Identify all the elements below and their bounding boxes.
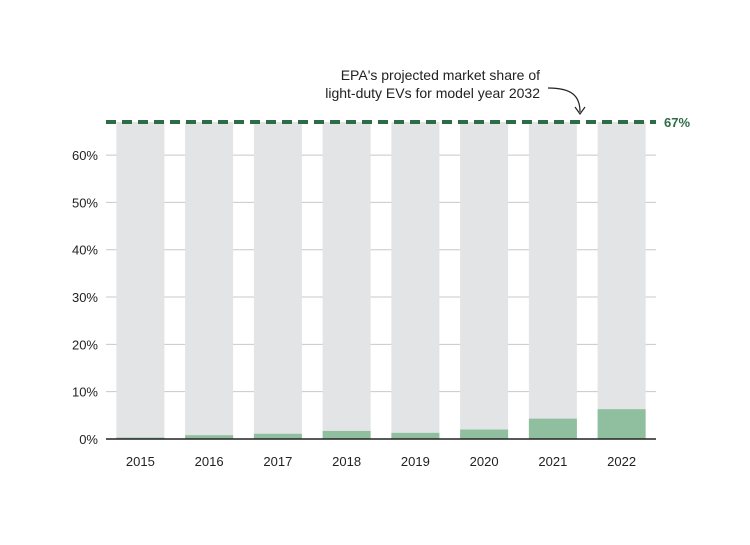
y-tick-label-30: 30% xyxy=(72,290,98,305)
background-bar-2016 xyxy=(185,122,234,439)
axes: 0% 10% 20% 30% 40% 50% 60% 2015 2016 2017 2018 2019… xyxy=(72,148,656,469)
background-bar-2019 xyxy=(391,122,440,439)
annotation-line-2: light-duty EVs for model year 2032 xyxy=(325,85,540,101)
background-bar-2018 xyxy=(322,122,371,439)
background-bar-2015 xyxy=(116,122,165,439)
annotation-arrow xyxy=(547,87,581,113)
annotation-line-1: EPA's projected market share of xyxy=(341,67,540,83)
bar-2021 xyxy=(528,418,577,439)
target-label: 67% xyxy=(664,115,690,130)
bar-2022 xyxy=(597,409,646,439)
x-tick-label-2020: 2020 xyxy=(470,454,499,469)
bar-2019 xyxy=(391,432,440,439)
y-tick-label-20: 20% xyxy=(72,337,98,352)
target-line-group: 67% xyxy=(106,115,690,130)
x-tick-label-2015: 2015 xyxy=(126,454,155,469)
background-bar-2022 xyxy=(597,122,646,439)
y-tick-label-60: 60% xyxy=(72,148,98,163)
y-tick-label-10: 10% xyxy=(72,385,98,400)
x-tick-label-2021: 2021 xyxy=(538,454,567,469)
annotation-group: EPA's projected market share of light-du… xyxy=(325,67,586,116)
annotation-arrowhead xyxy=(574,106,586,116)
y-tick-label-40: 40% xyxy=(72,243,98,258)
bar-2017 xyxy=(253,433,302,439)
background-bars xyxy=(116,122,646,439)
x-tick-label-2017: 2017 xyxy=(263,454,292,469)
x-tick-label-2022: 2022 xyxy=(607,454,636,469)
x-tick-label-2018: 2018 xyxy=(332,454,361,469)
background-bar-2021 xyxy=(528,122,577,439)
y-tick-label-0: 0% xyxy=(79,432,98,447)
x-tick-label-2019: 2019 xyxy=(401,454,430,469)
y-tick-label-50: 50% xyxy=(72,195,98,210)
x-tick-label-2016: 2016 xyxy=(195,454,224,469)
bar-2020 xyxy=(460,429,509,439)
background-bar-2020 xyxy=(460,122,509,439)
bar-2018 xyxy=(322,430,371,439)
background-bar-2017 xyxy=(253,122,302,439)
bar-2016 xyxy=(185,435,234,439)
